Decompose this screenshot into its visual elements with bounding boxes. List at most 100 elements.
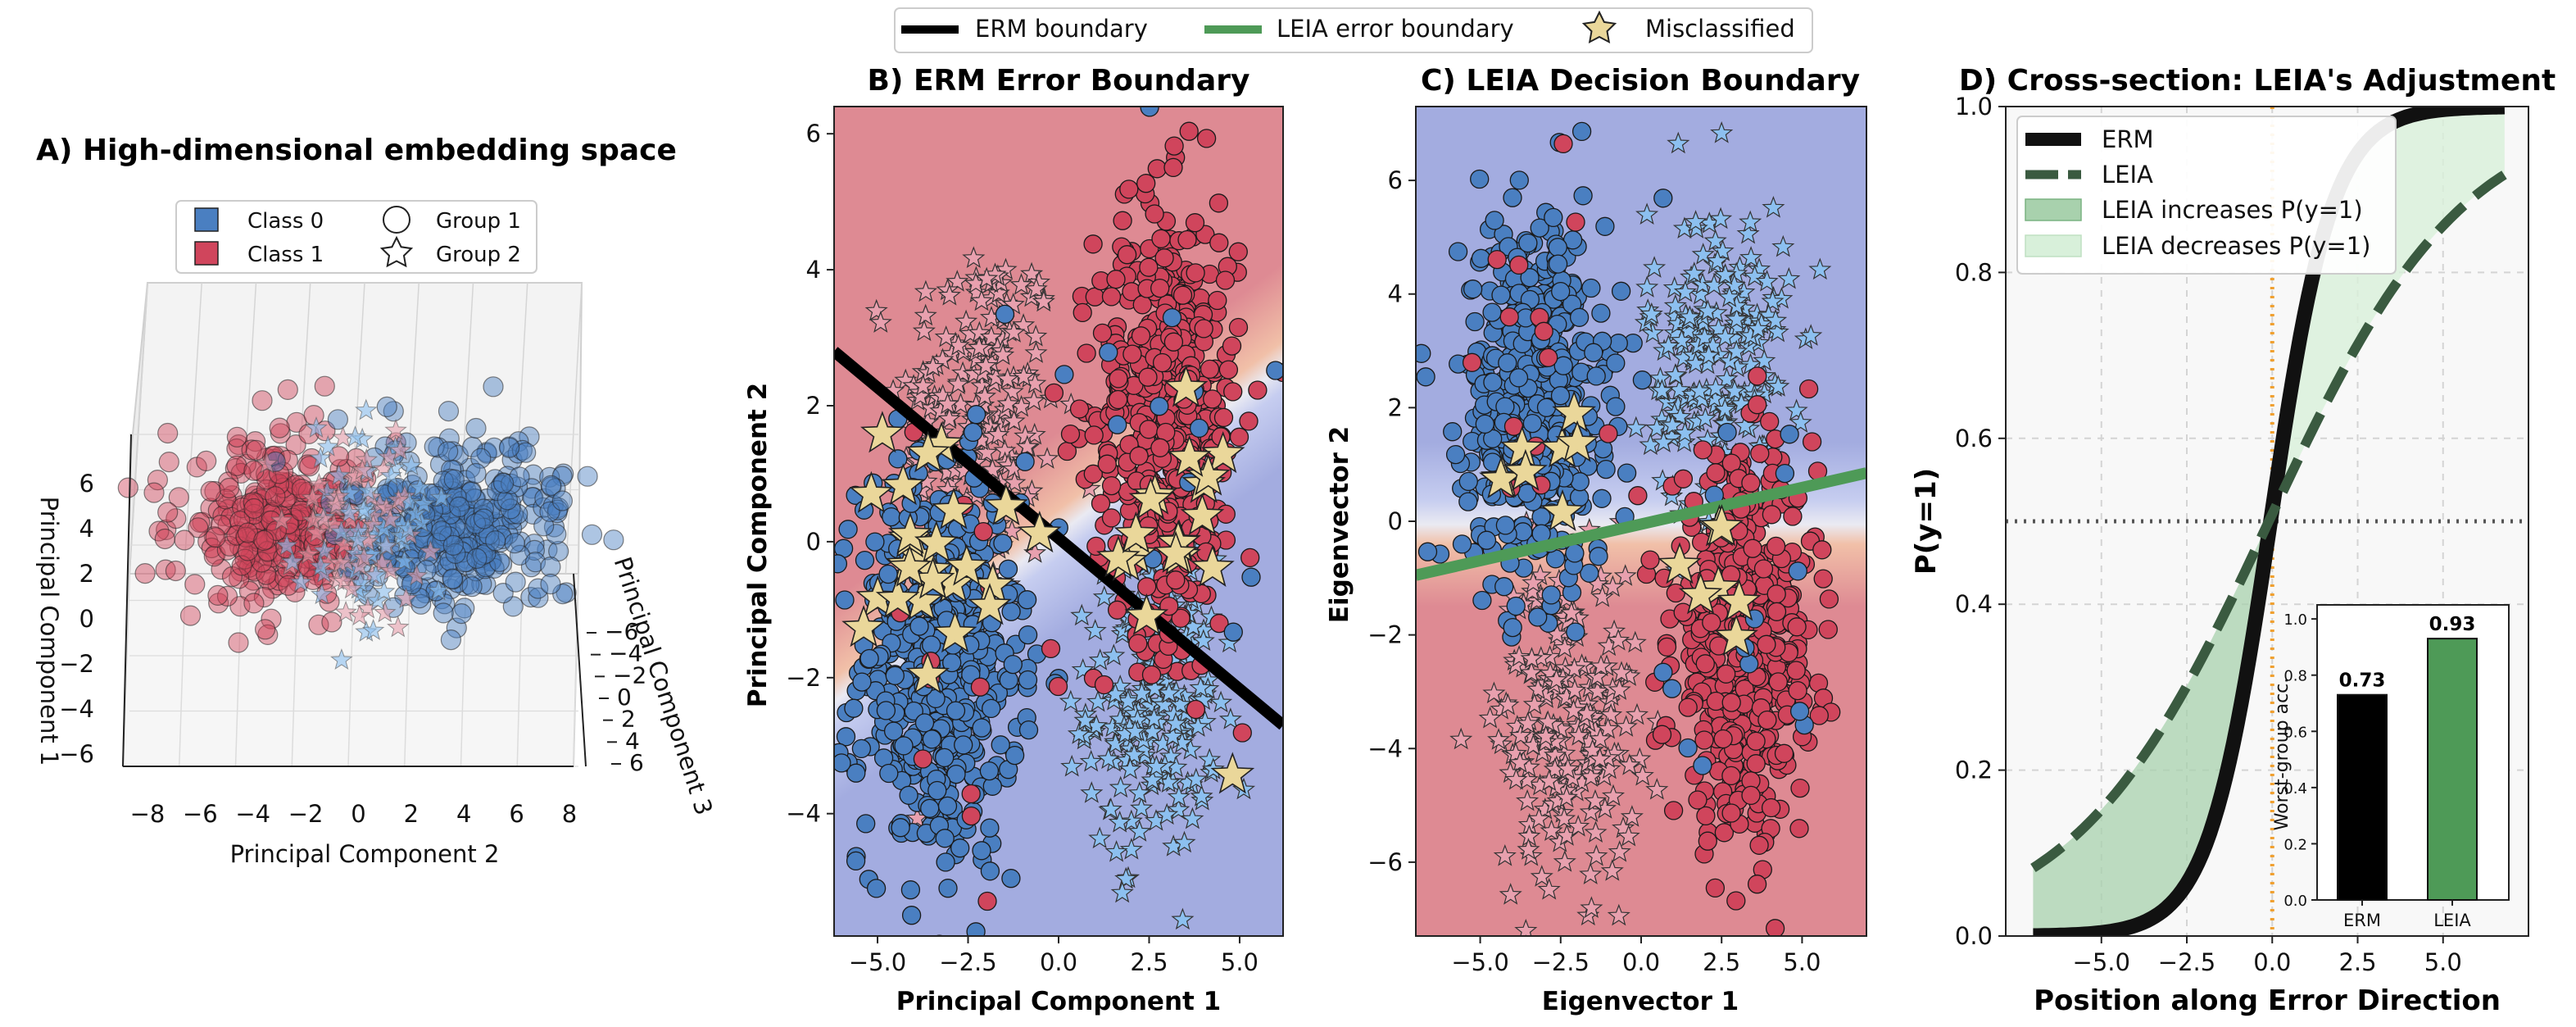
data-point: [1495, 516, 1516, 535]
data-point: [1470, 169, 1490, 189]
data-point: [1003, 654, 1023, 675]
data-point-3d-star: [313, 538, 336, 561]
data-point: [1506, 596, 1526, 616]
data-point-star: [1725, 339, 1748, 362]
data-point: [1713, 729, 1733, 749]
panel-a-xlabel: Principal Component 2: [230, 840, 500, 868]
data-point-3d: [528, 578, 549, 599]
data-point-3d: [451, 602, 472, 625]
data-point: [1186, 699, 1206, 720]
data-point-star: [1588, 747, 1612, 770]
data-point: [856, 814, 876, 834]
data-point: [1628, 486, 1648, 506]
data-point: [1138, 367, 1158, 387]
top-legend-frame: [894, 7, 1813, 53]
data-point-3d: [540, 475, 562, 496]
x-tick-label: 0: [351, 800, 365, 828]
data-point: [1228, 317, 1249, 338]
data-point: [1757, 634, 1776, 654]
data-point-star: [1119, 809, 1143, 832]
data-point: [1761, 798, 1781, 818]
data-point-3d: [245, 439, 267, 461]
data-point-3d-star: [343, 425, 367, 448]
data-point-star: [1517, 838, 1540, 860]
data-point: [1503, 416, 1524, 436]
data-point-star: [1710, 120, 1734, 143]
data-point: [961, 784, 981, 804]
data-point: [1117, 245, 1137, 265]
data-point-3d-star: [379, 559, 402, 581]
data-point-star: [937, 284, 961, 306]
data-point-star: [1493, 843, 1517, 866]
data-point: [1503, 188, 1522, 207]
data-point: [1495, 397, 1515, 416]
data-point-3d: [200, 480, 221, 502]
data-point-3d-star: [356, 479, 380, 501]
data-point: [1809, 706, 1829, 725]
data-point: [1471, 248, 1491, 268]
data-point-star: [1609, 661, 1634, 683]
panel-c-xlabel: Eigenvector 1: [1542, 987, 1739, 1016]
data-point: [1151, 229, 1171, 248]
data-point: [844, 698, 864, 718]
legend-d-decrease-swatch: [2025, 234, 2082, 257]
data-point-star: [1635, 275, 1659, 298]
data-point: [1798, 379, 1819, 399]
data-point-3d: [228, 632, 249, 653]
data-point-3d-star: [388, 439, 412, 461]
data-point-star: [1537, 769, 1561, 792]
data-point-star: [912, 319, 936, 342]
data-point: [922, 635, 941, 655]
data-point: [1228, 242, 1248, 261]
data-point: [1054, 365, 1074, 384]
data-point-3d: [265, 486, 286, 507]
x-tick-label: 5.0: [2424, 948, 2462, 976]
data-point: [1548, 238, 1567, 257]
data-point: [909, 616, 929, 636]
data-point: [1094, 675, 1114, 695]
data-point-star: [1661, 413, 1685, 436]
panel-b-title: B) ERM Error Boundary: [868, 64, 1250, 98]
legend-group2-label: Group 2: [436, 243, 521, 267]
data-point: [1108, 389, 1128, 410]
data-point-3d: [234, 548, 256, 570]
data-point-star: [1694, 407, 1717, 429]
y-tick-label: 0: [79, 605, 94, 633]
misclassified-star: [914, 520, 959, 563]
data-point: [1595, 216, 1615, 236]
data-point: [1678, 738, 1698, 758]
x-tick-label: 5.0: [1783, 948, 1821, 976]
data-point-3d: [581, 524, 603, 545]
x-tick-label: −4: [235, 800, 270, 828]
data-point-3d-star: [379, 464, 402, 486]
data-point-3d-star: [387, 488, 410, 510]
misclassified-star: [1167, 434, 1212, 477]
data-point: [1018, 625, 1038, 645]
data-point: [1696, 806, 1716, 826]
data-point-star: [1508, 751, 1532, 773]
data-point: [966, 405, 986, 425]
data-point: [1698, 831, 1717, 851]
data-point: [1812, 540, 1832, 560]
data-point: [1241, 567, 1261, 587]
data-point: [1463, 279, 1483, 299]
data-point-star: [1585, 844, 1608, 866]
data-point-3d: [454, 598, 475, 619]
data-point-3d-star: [316, 434, 340, 457]
data-point: [1509, 170, 1529, 190]
x-tick-label: 2: [404, 800, 419, 828]
data-point-star: [996, 392, 1020, 414]
data-point-star: [1449, 727, 1473, 750]
data-point: [914, 713, 935, 733]
data-point-star: [1104, 732, 1127, 754]
data-point: [946, 764, 966, 784]
data-point: [1520, 268, 1540, 288]
data-point: [979, 761, 1000, 781]
misclassified-star: [1540, 489, 1585, 532]
data-point-3d: [174, 529, 195, 551]
data-point-star: [1607, 903, 1630, 926]
data-point-star: [1114, 866, 1138, 889]
data-point: [1166, 570, 1186, 590]
data-point-star: [1808, 257, 1832, 280]
inset-x-tick-label: ERM: [2343, 911, 2381, 930]
